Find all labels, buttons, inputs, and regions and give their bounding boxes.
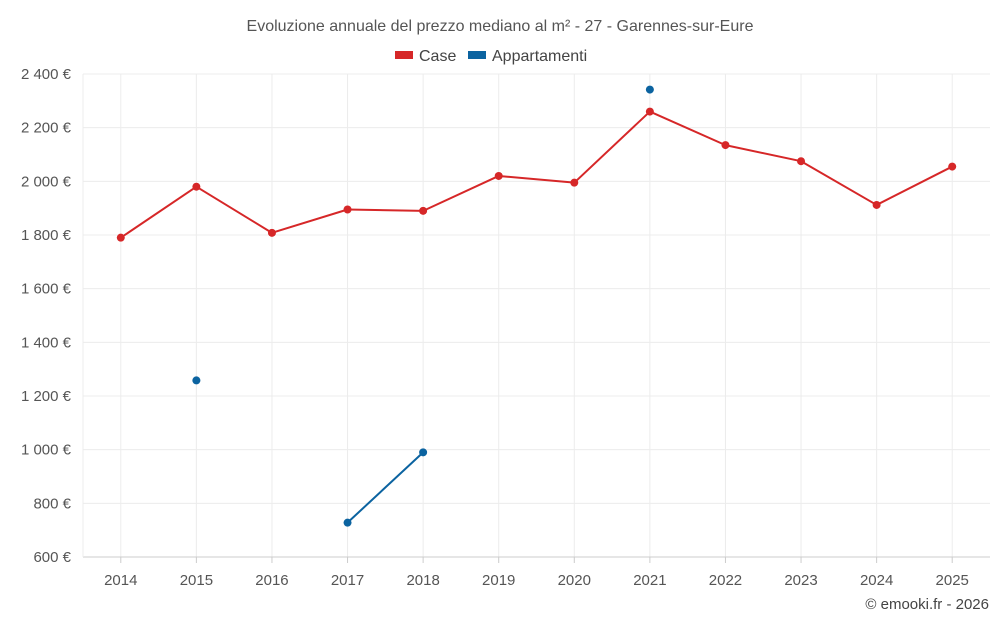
y-tick-label: 1 400 € [21,334,72,351]
legend-label-case: Case [419,48,456,65]
y-tick-label: 2 200 € [21,120,72,137]
credit-text: © emooki.fr - 2026 [865,596,989,613]
x-tick-label: 2015 [180,572,213,589]
x-tick-label: 2021 [633,572,666,589]
series-line-segment-case [497,174,576,184]
series-line-segment-case [346,208,425,212]
y-tick-label: 2 400 € [21,66,72,83]
data-point-case-2025[interactable] [948,162,957,171]
series-line-segment-case [573,110,651,184]
data-point-case-2015[interactable] [192,182,201,191]
x-tick-label: 2020 [558,572,591,589]
series-line-segment-case [119,185,198,239]
data-point-case-2024[interactable] [872,200,881,209]
x-tick-label: 2023 [784,572,817,589]
series-case [116,107,957,242]
legend[interactable]: Case Appartamenti [395,48,587,65]
data-point-case-2022[interactable] [721,141,730,150]
series-appartamenti [192,85,654,527]
x-tick-label: 2025 [936,572,969,589]
x-tick-label: 2014 [104,572,137,589]
x-tick-label: 2018 [406,572,439,589]
data-point-appartamenti-2018[interactable] [419,448,428,457]
chart-title: Evoluzione annuale del prezzo mediano al… [247,18,754,35]
data-point-case-2020[interactable] [570,178,579,187]
y-tick-label: 1 600 € [21,281,72,298]
series-line-segment-case [724,144,803,163]
legend-item-appartamenti[interactable]: Appartamenti [468,48,587,65]
series-layer [116,85,957,527]
y-axis-ticks: 600 € 800 € 1 000 € 1 200 € 1 400 € 1 600 € 1 … [21,66,72,566]
y-tick-label: 600 € [33,549,71,566]
legend-item-case[interactable]: Case [395,48,456,65]
x-tick-label: 2017 [331,572,364,589]
data-point-case-2014[interactable] [116,233,125,242]
legend-label-appartamenti: Appartamenti [492,48,587,65]
series-line-segment-appartamenti [346,451,425,524]
y-tick-label: 1 200 € [21,388,72,405]
data-point-case-2019[interactable] [494,171,503,180]
data-point-case-2023[interactable] [797,157,806,166]
x-axis-ticks: 2014 2015 2016 2017 2018 2019 2020 2021 2022 2023… [104,572,969,589]
series-line-segment-case [270,208,349,234]
x-tick-label: 2022 [709,572,742,589]
grid [82,73,990,563]
series-line-segment-case [648,110,727,147]
series-line-segment-case [800,160,878,206]
y-tick-label: 1 000 € [21,442,72,459]
data-point-case-2018[interactable] [419,206,428,215]
x-tick-label: 2016 [255,572,288,589]
y-tick-label: 1 800 € [21,227,72,244]
series-line-segment-case [195,185,273,234]
data-point-appartamenti-2015[interactable] [192,376,201,385]
data-point-appartamenti-2021[interactable] [645,85,654,94]
series-line-segment-case [875,165,954,206]
legend-swatch-appartamenti [468,51,486,59]
data-point-appartamenti-2017[interactable] [343,518,352,527]
y-tick-label: 2 000 € [21,173,72,190]
series-line-segment-case [422,174,500,212]
data-point-case-2017[interactable] [343,205,352,214]
data-point-case-2021[interactable] [645,107,654,116]
x-tick-label: 2024 [860,572,893,589]
data-point-case-2016[interactable] [267,228,276,237]
y-tick-label: 800 € [33,495,71,512]
x-tick-label: 2019 [482,572,515,589]
legend-swatch-case [395,51,413,59]
